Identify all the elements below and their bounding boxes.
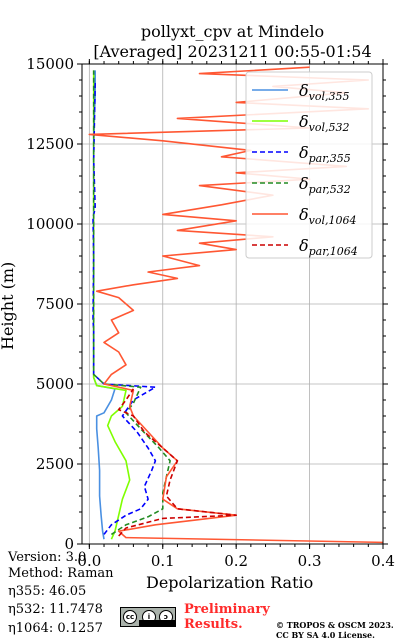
legend-label-2: δvol,532 bbox=[299, 112, 350, 134]
legend-label-4: δpar,532 bbox=[299, 174, 351, 196]
y-tick-label: 7500 bbox=[36, 295, 74, 313]
y-tick-label: 15000 bbox=[26, 55, 74, 73]
copyright-line-1: © TROPOS & OSCM 2023. bbox=[276, 620, 394, 630]
preliminary-line-1: Preliminary bbox=[184, 602, 270, 617]
preliminary-results-note: Preliminary Results. bbox=[184, 602, 270, 632]
y-tick-label: 0 bbox=[64, 535, 74, 553]
copyright-note: © TROPOS & OSCM 2023. CC BY SA 4.0 Licen… bbox=[276, 620, 394, 640]
y-tick-label: 10000 bbox=[26, 215, 74, 233]
method-text: Method: Raman bbox=[8, 566, 114, 581]
x-tick-label: 0.1 bbox=[151, 552, 175, 570]
legend-label-6: δpar,1064 bbox=[299, 236, 358, 258]
version-text: Version: 3.0 bbox=[8, 550, 87, 565]
x-tick-label: 0.2 bbox=[224, 552, 248, 570]
eta532-text: η532: 11.7478 bbox=[8, 602, 103, 617]
chart-subtitle: [Averaged] 20231211 00:55-01:54 bbox=[93, 42, 372, 61]
y-tick-label: 2500 bbox=[36, 455, 74, 473]
eta1064-text: η1064: 0.1257 bbox=[8, 621, 103, 636]
y-tick-label: 5000 bbox=[36, 375, 74, 393]
legend-box bbox=[245, 71, 373, 259]
series-line-4 bbox=[92, 70, 171, 536]
series-line-1 bbox=[92, 70, 116, 540]
x-tick-label: 0.4 bbox=[371, 552, 395, 570]
legend-label-5: δvol,1064 bbox=[299, 205, 357, 227]
legend-label-3: δpar,355 bbox=[299, 143, 351, 165]
cc-by-sa-icon: cc i ↄ bbox=[120, 607, 176, 627]
y-tick-label: 12500 bbox=[26, 135, 74, 153]
series-line-3 bbox=[92, 79, 157, 535]
x-axis-label: Depolarization Ratio bbox=[146, 573, 314, 592]
legend-label-1: δvol,355 bbox=[299, 81, 350, 103]
chart-title: pollyxt_cpv at Mindelo bbox=[140, 22, 325, 41]
series-line-6 bbox=[117, 388, 237, 537]
preliminary-line-2: Results. bbox=[184, 617, 243, 632]
y-axis-label: Height (m) bbox=[0, 261, 17, 350]
x-tick-label: 0.0 bbox=[77, 552, 101, 570]
copyright-line-2: CC BY SA 4.0 License. bbox=[276, 630, 375, 640]
eta355-text: η355: 46.05 bbox=[8, 584, 87, 599]
x-tick-label: 0.3 bbox=[298, 552, 322, 570]
